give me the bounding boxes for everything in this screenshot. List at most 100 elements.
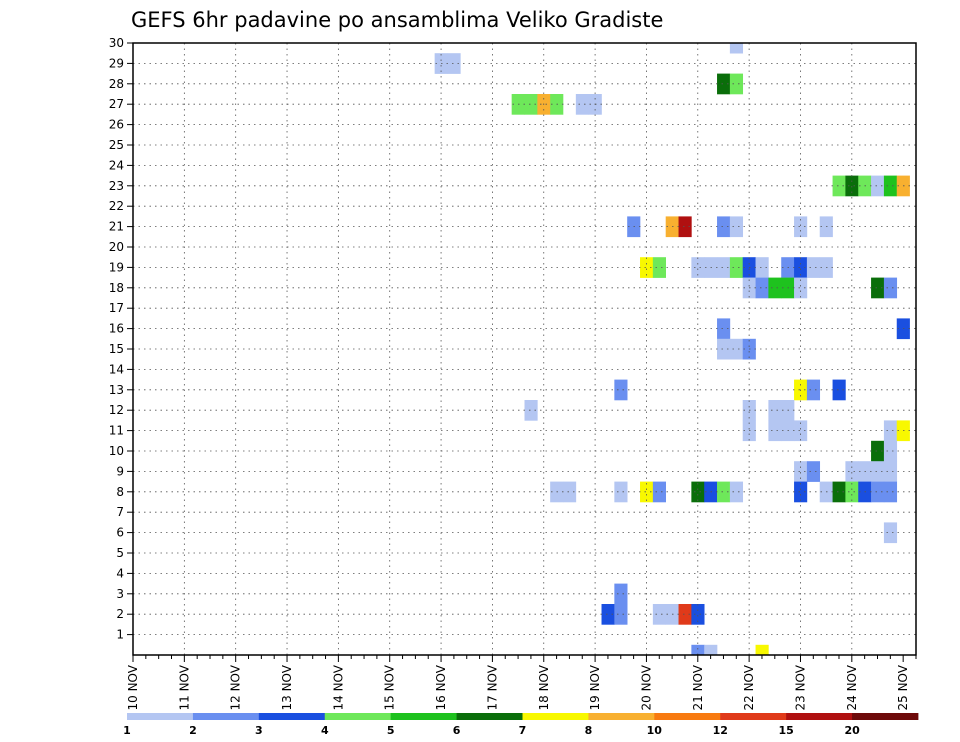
heat-cell (794, 481, 808, 503)
legend-swatch (588, 713, 655, 720)
heat-cell (794, 216, 808, 238)
y-tick-label: 25 (109, 138, 124, 152)
x-tick-label: 24 NOV (845, 664, 859, 710)
y-tick-label: 26 (109, 118, 124, 132)
legend: 1 2 3 4 5 6 7 8 10 12 15 20 (123, 713, 919, 737)
heat-cell (691, 257, 705, 278)
legend-swatch (390, 713, 457, 720)
heat-cell (717, 216, 731, 238)
x-tick-label: 11 NOV (177, 664, 191, 710)
legend-swatch (192, 713, 260, 720)
y-tick-label: 7 (116, 505, 124, 519)
heat-cell (871, 277, 885, 299)
heat-cell (768, 420, 782, 442)
heat-cell (794, 420, 808, 442)
y-tick-label: 2 (116, 607, 124, 621)
legend-label: 7 (519, 724, 527, 737)
legend-label: 10 (647, 724, 663, 737)
legend-swatch (522, 713, 589, 720)
x-axis: 10 NOV 11 NOV 12 NOV 13 NOV 14 NOV 15 NOV 16 N… (126, 655, 917, 711)
x-tick-label: 25 NOV (896, 664, 910, 710)
y-tick-label: 13 (109, 383, 124, 397)
chart-title: GEFS 6hr padavine po ansamblima Veliko G… (131, 8, 663, 32)
heat-cell (614, 583, 628, 605)
legend-label: 12 (713, 724, 728, 737)
heat-cell (717, 318, 731, 340)
heat-cell (575, 94, 589, 115)
heat-cell (691, 481, 705, 503)
heat-cell (845, 461, 859, 482)
y-tick-label: 12 (109, 403, 124, 417)
heat-cell (883, 481, 898, 503)
heat-cell (729, 338, 744, 360)
heat-cell (755, 257, 769, 278)
heat-cell (755, 277, 769, 299)
legend-swatch (720, 713, 787, 720)
y-tick-label: 14 (109, 362, 124, 376)
heat-cell (717, 338, 731, 360)
heat-cell (806, 257, 821, 278)
legend-swatch (654, 713, 721, 720)
y-tick-label: 28 (109, 77, 124, 91)
y-tick-label: 27 (109, 97, 124, 111)
x-tick-label: 23 NOV (794, 664, 808, 710)
heat-cell (524, 94, 538, 115)
x-tick-label: 13 NOV (280, 664, 294, 710)
y-tick-label: 15 (109, 342, 124, 356)
legend-swatch (786, 713, 853, 720)
heat-cell (447, 53, 461, 74)
heat-cell (832, 481, 846, 503)
legend-swatch (258, 713, 326, 720)
x-tick-label: 17 NOV (485, 664, 499, 710)
heat-cell (755, 644, 769, 655)
heat-cell (883, 440, 898, 462)
y-tick-label: 29 (109, 56, 124, 70)
heat-cell (563, 481, 577, 503)
heat-cell (601, 604, 615, 625)
heat-cell (717, 73, 731, 95)
heat-cell (845, 481, 859, 503)
cells-layer (434, 43, 910, 655)
legend-swatch (127, 713, 194, 720)
y-tick-label: 6 (116, 526, 124, 540)
heat-cell (883, 175, 898, 197)
heat-cell (729, 43, 744, 54)
heat-cell (614, 379, 628, 401)
y-tick-label: 4 (116, 566, 124, 580)
legend-label: 2 (189, 724, 197, 737)
heat-cell (845, 175, 859, 197)
heat-cell (652, 257, 666, 278)
heat-cell (883, 420, 898, 442)
legend-label: 15 (779, 724, 794, 737)
heat-cell (883, 522, 898, 544)
heat-cell (729, 73, 744, 95)
heat-cell (806, 379, 821, 401)
heat-cell (652, 604, 666, 625)
heat-cell (871, 461, 885, 482)
legend-label: 1 (123, 724, 131, 737)
heat-cell (691, 644, 705, 655)
y-tick-label: 17 (109, 301, 124, 315)
heat-cell (614, 481, 628, 503)
heat-cell (832, 175, 846, 197)
heat-cell (794, 461, 808, 482)
heat-cell (640, 257, 654, 278)
heat-cell (678, 604, 692, 625)
y-tick-label: 30 (109, 36, 124, 50)
heat-cell (832, 379, 846, 401)
legend-swatch (324, 713, 392, 720)
heat-cell (729, 481, 744, 503)
heat-cell (768, 277, 782, 299)
legend-label: 5 (387, 724, 395, 737)
heat-cell (691, 604, 705, 625)
x-tick-label: 12 NOV (229, 664, 243, 710)
heat-cell (768, 400, 782, 421)
x-tick-label: 14 NOV (331, 664, 345, 710)
y-tick-label: 24 (109, 158, 124, 172)
heat-cell (652, 481, 666, 503)
heat-cell (794, 257, 808, 278)
heat-cell (717, 481, 731, 503)
y-tick-label: 22 (109, 199, 124, 213)
legend-label: 3 (255, 724, 263, 737)
heat-cell (883, 277, 898, 299)
